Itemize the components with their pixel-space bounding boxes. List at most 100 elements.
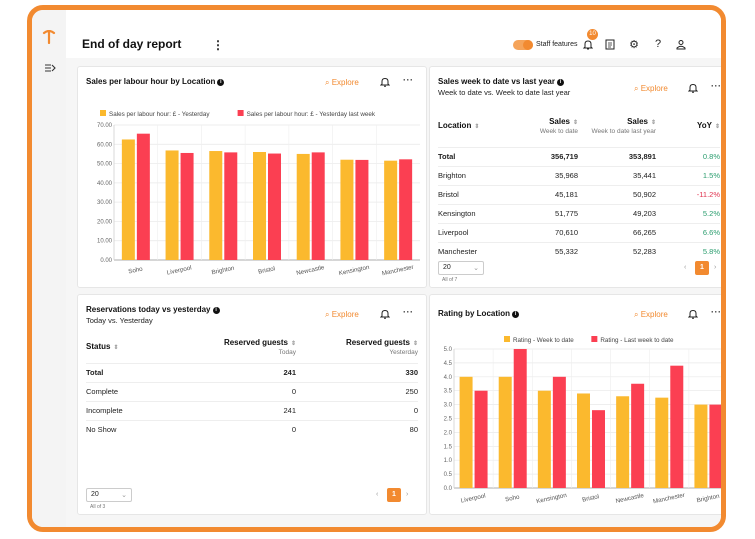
cell-sales-ly: 353,891	[578, 146, 656, 166]
cell-sales-ly: 50,902	[578, 184, 656, 204]
sales-table: Location ⇕ Sales ⇕ Week to date Sales ⇕ Week …	[438, 105, 720, 261]
cell-status: No Show	[86, 419, 186, 439]
column-header-location[interactable]: Location ⇕	[438, 105, 514, 147]
explore-link[interactable]: ⌕ Explore	[325, 310, 359, 320]
cell-yoy: 5.8%	[656, 241, 720, 261]
column-sublabel: Week to date	[539, 127, 578, 135]
table-row[interactable]: Total 241 330	[86, 362, 418, 382]
page-count-label: All of 3	[90, 504, 106, 510]
next-page-icon[interactable]: ›	[714, 264, 717, 271]
bar	[694, 404, 708, 488]
cell-status: Incomplete	[86, 400, 186, 420]
cell-status: Complete	[86, 381, 186, 401]
table-row[interactable]: Incomplete 241 0	[86, 400, 418, 420]
expand-sidebar-icon[interactable]	[44, 63, 56, 73]
info-icon[interactable]: i	[556, 79, 564, 86]
bar	[165, 150, 179, 260]
bar	[340, 159, 354, 260]
legend-label: Rating - Last week to date	[600, 337, 674, 344]
cell-sales-wtd: 356,719	[514, 146, 578, 166]
sidebar	[32, 10, 66, 527]
page-menu-icon[interactable]: ⋮	[212, 38, 224, 52]
column-header-yesterday[interactable]: Reserved guests ⇕ Yesterday	[296, 331, 418, 363]
table-row[interactable]: Liverpool 70,610 66,265 6.6%	[438, 222, 720, 242]
staff-features-toggle[interactable]	[513, 40, 533, 50]
y-tick-label: 0.5	[444, 472, 453, 478]
column-header-sales-ly[interactable]: Sales ⇕ Week to date last year	[578, 105, 656, 147]
info-icon[interactable]: i	[217, 79, 225, 86]
page-size-select[interactable]: 20 ⌄	[86, 488, 132, 502]
notifications-bell-icon[interactable]	[581, 37, 595, 51]
legend-swatch	[100, 110, 106, 116]
table-row[interactable]: Complete 0 250	[86, 381, 418, 401]
table-row[interactable]: No Show 0 80	[86, 419, 418, 439]
bar	[268, 153, 281, 260]
cell-yesterday: 250	[296, 381, 418, 401]
table-row[interactable]: Bristol 45,181 50,902 -11.2%	[438, 184, 720, 204]
more-options-icon[interactable]: ···	[711, 81, 722, 91]
bar	[709, 404, 721, 488]
user-profile-icon[interactable]	[674, 37, 688, 51]
explore-link[interactable]: ⌕ Explore	[325, 78, 359, 88]
page-number-button[interactable]: 1	[387, 488, 401, 502]
column-sublabel: Yesterday	[389, 348, 418, 356]
bar	[577, 393, 590, 488]
cell-sales-ly: 52,283	[578, 241, 656, 261]
sort-icon: ⇕	[113, 345, 119, 352]
prev-page-icon[interactable]: ‹	[684, 264, 687, 271]
help-icon[interactable]: ?	[654, 38, 662, 50]
alert-bell-icon[interactable]	[380, 77, 390, 87]
document-icon[interactable]	[603, 37, 617, 51]
column-header-status[interactable]: Status ⇕	[86, 331, 186, 363]
y-tick-label: 2.0	[444, 430, 453, 436]
bar	[537, 390, 551, 488]
cell-location: Kensington	[438, 203, 514, 223]
alert-bell-icon[interactable]	[688, 309, 698, 319]
column-header-yoy[interactable]: YoY ⇕	[656, 105, 720, 147]
info-icon[interactable]: i	[512, 311, 519, 318]
next-page-icon[interactable]: ›	[406, 491, 409, 498]
bar	[224, 152, 238, 260]
card-title: Sales week to date vs last year	[438, 77, 555, 86]
table-row[interactable]: Total 356,719 353,891 0.8%	[438, 146, 720, 166]
explore-link[interactable]: ⌕ Explore	[634, 310, 668, 320]
info-icon[interactable]: i	[212, 307, 220, 314]
more-options-icon[interactable]: ···	[403, 75, 414, 85]
alert-bell-icon[interactable]	[688, 83, 698, 93]
app-frame: End of day report ⋮ Staff features 10 ⚙ …	[27, 5, 726, 532]
column-label: Reserved guests	[223, 337, 288, 347]
bar	[136, 133, 150, 260]
page-number-button[interactable]: 1	[695, 261, 709, 275]
bar	[311, 152, 325, 260]
settings-gear-icon[interactable]: ⚙	[629, 38, 639, 51]
table-row[interactable]: Kensington 51,775 49,203 5.2%	[438, 203, 720, 223]
alert-bell-icon[interactable]	[380, 309, 390, 319]
more-options-icon[interactable]: ···	[711, 307, 722, 317]
page-size-value: 20	[443, 264, 451, 271]
page-title: End of day report	[82, 37, 182, 51]
cell-sales-wtd: 55,332	[514, 241, 578, 261]
prev-page-icon[interactable]: ‹	[376, 491, 379, 498]
sales-week-to-date-card: Sales week to date vs last year i Week to…	[429, 66, 722, 288]
table-row[interactable]: Brighton 35,968 35,441 1.5%	[438, 165, 720, 185]
sort-icon: ⇕	[650, 119, 656, 126]
legend-label: Rating - Week to date	[513, 337, 574, 344]
page-count-label: All of 7	[442, 277, 458, 283]
column-header-sales-wtd[interactable]: Sales ⇕ Week to date	[514, 105, 578, 147]
brand-logo-icon[interactable]	[42, 30, 56, 44]
cell-sales-wtd: 70,610	[514, 222, 578, 242]
explore-link[interactable]: ⌕ Explore	[634, 84, 668, 94]
table-row[interactable]: Manchester 55,332 52,283 5.8%	[438, 241, 720, 261]
bar	[253, 152, 266, 260]
x-tick-label: Brighton	[696, 493, 721, 505]
page-size-select[interactable]: 20 ⌄	[438, 261, 484, 275]
search-icon: ⌕	[634, 84, 641, 93]
more-options-icon[interactable]: ···	[403, 307, 414, 317]
column-header-today[interactable]: Reserved guests ⇕ Today	[186, 331, 296, 363]
bar	[355, 159, 369, 260]
explore-label: Explore	[331, 310, 359, 319]
bar	[513, 349, 527, 488]
cell-yoy: -11.2%	[656, 184, 720, 204]
bar	[121, 139, 135, 260]
bar	[474, 390, 488, 488]
